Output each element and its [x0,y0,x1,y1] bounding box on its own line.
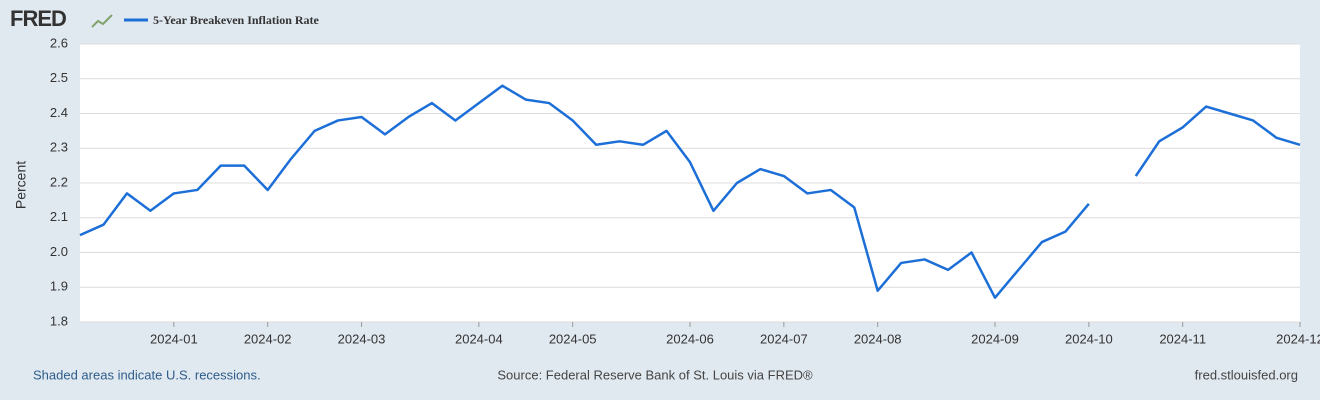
x-tick-label: 2024-06 [666,331,714,346]
url: fred.stlouisfed.org [1195,367,1298,382]
y-tick-label: 2.2 [50,174,68,189]
x-tick-label: 2024-11 [1159,331,1206,346]
x-tick-label: 2024-04 [455,331,503,346]
y-tick-label: 2.3 [50,140,68,155]
x-tick-label: 2024-12 [1276,331,1320,346]
y-tick-label: 2.6 [50,35,68,50]
x-tick-label: 2024-05 [549,331,597,346]
x-tick-label: 2024-07 [760,331,808,346]
y-tick-label: 2.0 [50,244,68,259]
logo: FRED [10,6,66,31]
y-tick-label: 1.8 [50,313,68,328]
legend-label: 5-Year Breakeven Inflation Rate [153,13,320,27]
series-line [79,84,1090,299]
x-tick-label: 2024-08 [854,331,902,346]
series-line [1134,105,1301,177]
x-tick-label: 2024-02 [244,331,292,346]
x-tick-label: 2024-03 [338,331,386,346]
logo-icon [91,14,113,28]
y-axis-label: Percent [13,161,29,209]
source: Source: Federal Reserve Bank of St. Loui… [497,367,813,382]
y-tick-label: 2.4 [50,105,68,120]
x-tick-label: 2024-10 [1065,331,1113,346]
x-tick-label: 2024-01 [150,331,198,346]
x-tick-label: 2024-09 [971,331,1019,346]
y-tick-label: 2.1 [50,209,68,224]
note: Shaded areas indicate U.S. recessions. [33,367,261,382]
y-tick-label: 1.9 [50,279,68,294]
y-tick-label: 2.5 [50,70,68,85]
